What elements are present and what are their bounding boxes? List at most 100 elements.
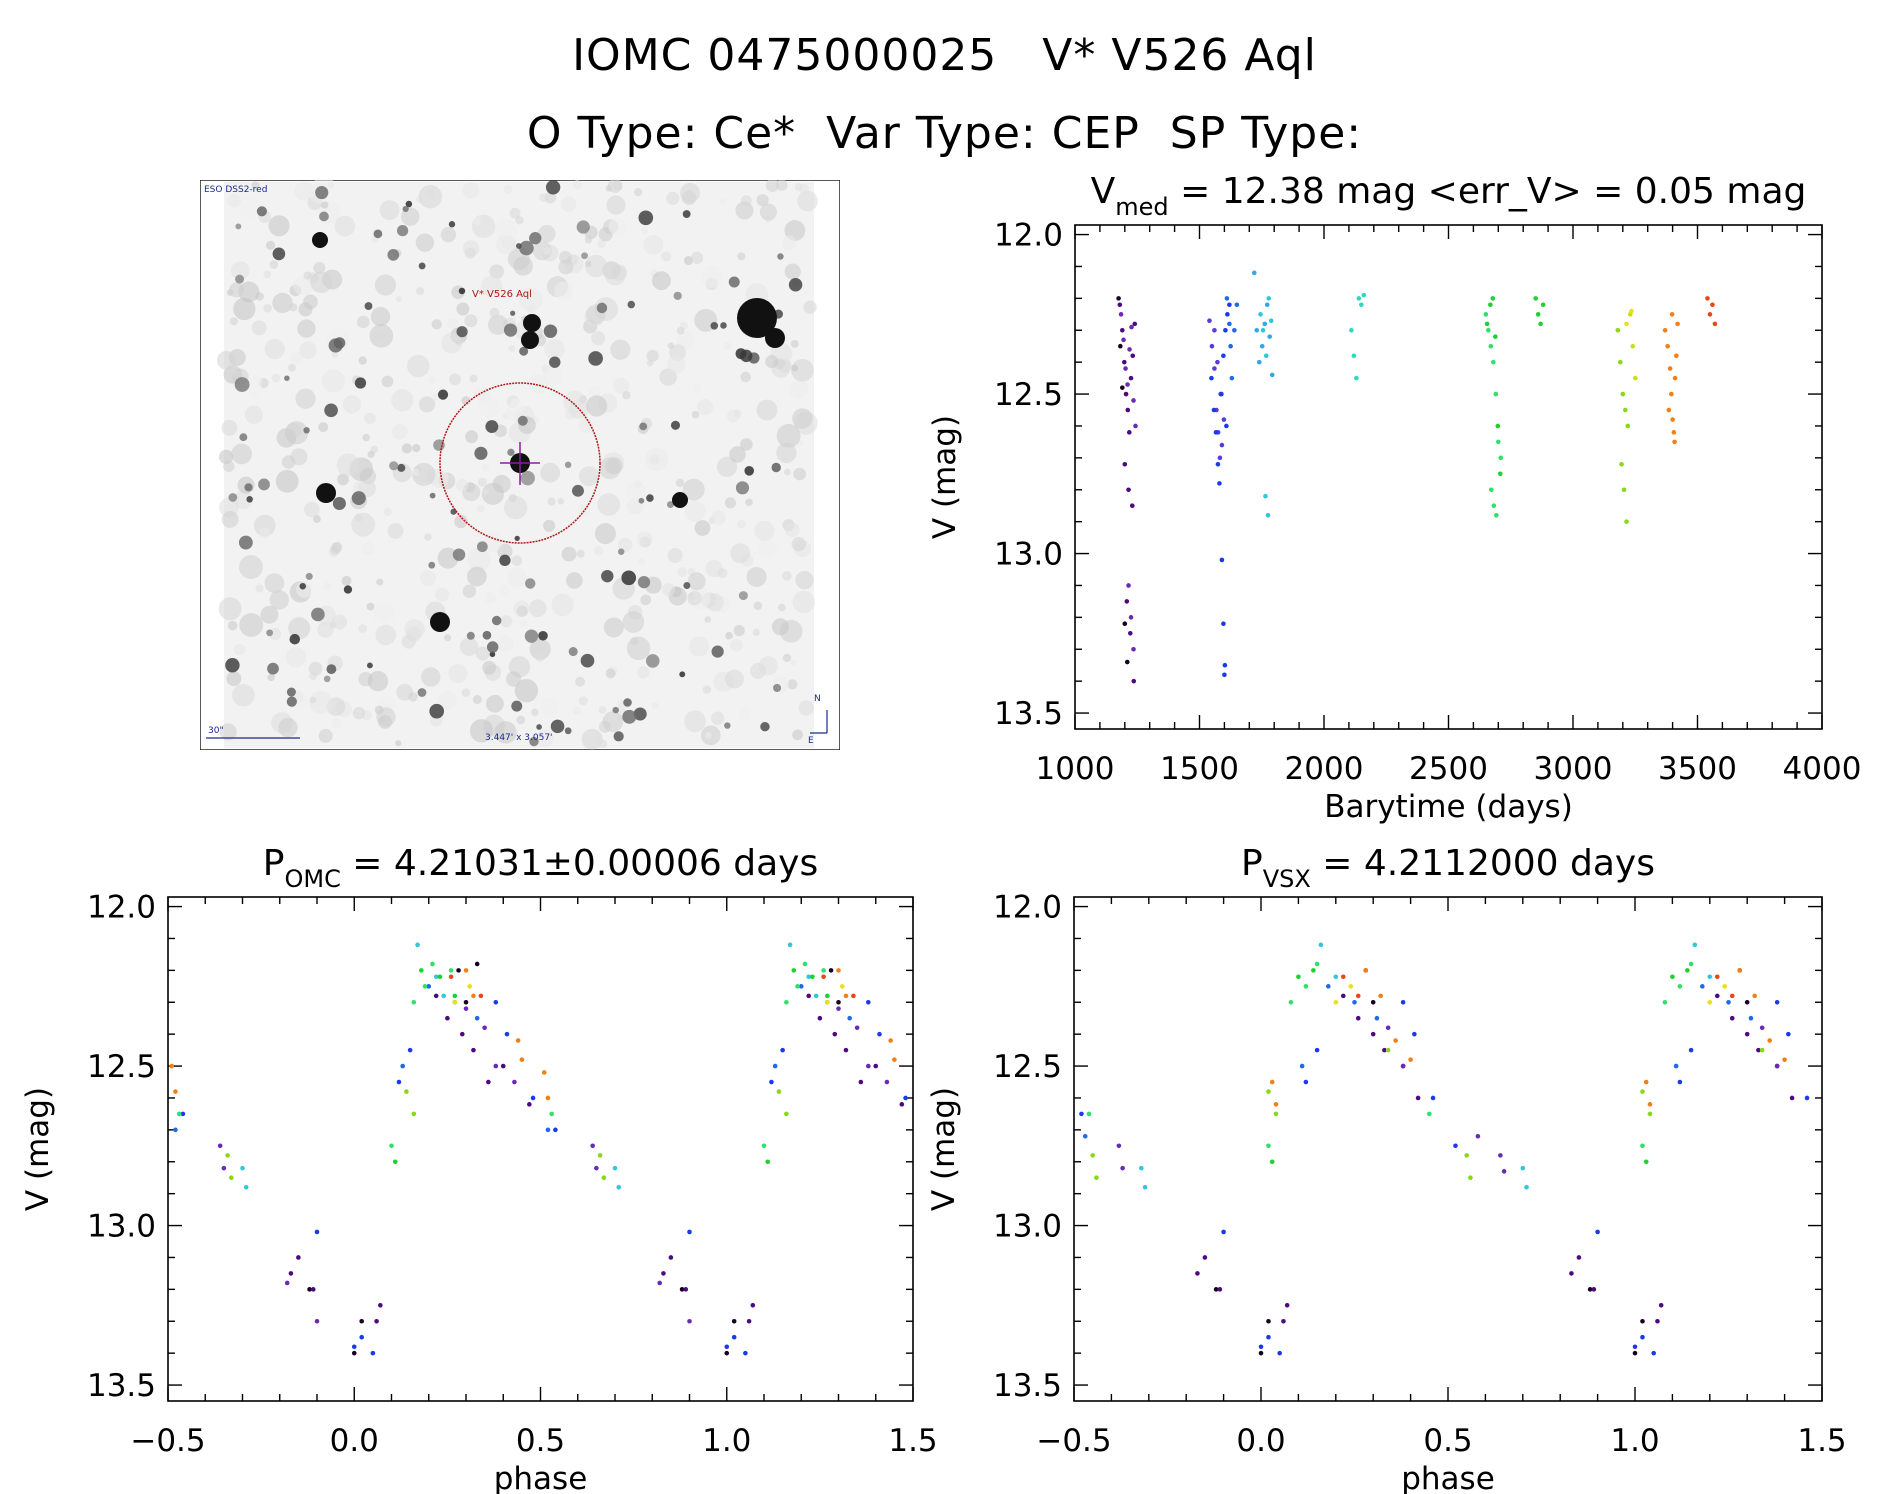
bright-star bbox=[430, 612, 450, 632]
data-point bbox=[731, 1318, 737, 1324]
data-point bbox=[1223, 327, 1228, 333]
data-point bbox=[493, 1063, 499, 1069]
background-star bbox=[754, 520, 775, 541]
background-star bbox=[798, 700, 814, 716]
background-star bbox=[233, 370, 242, 379]
field-star bbox=[645, 654, 660, 668]
background-star bbox=[272, 292, 293, 314]
data-point bbox=[1712, 321, 1718, 327]
field-star bbox=[333, 337, 346, 349]
data-point bbox=[888, 1038, 893, 1043]
data-point bbox=[1269, 1159, 1275, 1165]
background-star bbox=[544, 191, 557, 204]
data-point bbox=[1629, 308, 1634, 314]
data-point bbox=[821, 968, 826, 973]
background-star bbox=[694, 520, 711, 536]
chart-title: Vmed = 12.38 mag <err_V> = 0.05 mag bbox=[1091, 171, 1807, 221]
data-point bbox=[478, 993, 484, 999]
field-size-label: 3.447' x 3.057' bbox=[485, 733, 553, 743]
data-point bbox=[836, 1006, 841, 1011]
data-point bbox=[1400, 1063, 1406, 1069]
background-star bbox=[716, 456, 738, 478]
data-point bbox=[1213, 1287, 1219, 1292]
data-point bbox=[1729, 1015, 1735, 1021]
data-point bbox=[1615, 327, 1621, 333]
data-point bbox=[1131, 398, 1136, 403]
field-star bbox=[235, 223, 242, 230]
data-point bbox=[1361, 292, 1367, 298]
background-star bbox=[418, 396, 436, 413]
data-point bbox=[1670, 974, 1675, 980]
y-tick-label: 13.5 bbox=[994, 696, 1063, 732]
background-star bbox=[511, 555, 523, 566]
data-point bbox=[452, 999, 458, 1005]
background-star bbox=[472, 695, 482, 705]
background-star bbox=[787, 679, 798, 690]
y-tick-label: 13.5 bbox=[993, 1368, 1062, 1404]
background-star bbox=[529, 638, 551, 660]
x-axis-label: phase bbox=[494, 1461, 588, 1494]
field-star bbox=[679, 671, 686, 678]
field-star bbox=[623, 698, 632, 707]
background-star bbox=[373, 602, 395, 625]
data-point bbox=[1430, 1095, 1436, 1101]
background-star bbox=[752, 628, 760, 637]
data-point bbox=[474, 1015, 480, 1021]
field-star bbox=[489, 651, 496, 658]
data-point bbox=[616, 1184, 622, 1190]
background-star bbox=[509, 398, 525, 414]
data-point bbox=[1744, 1031, 1750, 1037]
background-star bbox=[518, 287, 543, 312]
field-star bbox=[266, 629, 274, 637]
background-star bbox=[487, 314, 508, 335]
background-star bbox=[733, 624, 745, 637]
field-star bbox=[682, 210, 691, 218]
background-star bbox=[230, 261, 250, 280]
data-point bbox=[448, 968, 454, 973]
data-point bbox=[430, 961, 435, 967]
data-point bbox=[549, 1111, 554, 1117]
data-point bbox=[474, 961, 480, 967]
data-point bbox=[1493, 334, 1498, 339]
data-point bbox=[519, 1057, 525, 1062]
field-star bbox=[311, 607, 325, 622]
data-point bbox=[813, 993, 819, 999]
data-point bbox=[1707, 974, 1713, 980]
background-star bbox=[602, 711, 624, 732]
data-point bbox=[1625, 423, 1631, 429]
background-star bbox=[584, 235, 593, 244]
data-point bbox=[1273, 1111, 1279, 1117]
background-star bbox=[791, 364, 799, 372]
data-point bbox=[1651, 1350, 1656, 1356]
data-point bbox=[456, 968, 461, 973]
background-star bbox=[223, 460, 235, 473]
background-star bbox=[469, 374, 478, 383]
data-point bbox=[810, 974, 815, 980]
background-star bbox=[416, 287, 425, 296]
background-star bbox=[367, 450, 375, 459]
background-star bbox=[531, 708, 539, 716]
field-star bbox=[332, 496, 346, 511]
data-point bbox=[1632, 1344, 1638, 1350]
data-point bbox=[359, 1334, 365, 1340]
field-star bbox=[646, 494, 654, 502]
field-star bbox=[536, 724, 542, 730]
background-star bbox=[729, 638, 743, 652]
data-point bbox=[1217, 455, 1223, 461]
field-star bbox=[239, 433, 248, 442]
data-point bbox=[530, 1095, 536, 1101]
background-star bbox=[765, 355, 779, 369]
data-point bbox=[411, 1111, 417, 1117]
background-star bbox=[792, 408, 813, 429]
background-star bbox=[765, 180, 780, 193]
background-star bbox=[440, 226, 457, 243]
background-star bbox=[275, 469, 299, 493]
x-tick-label: 0.0 bbox=[1236, 1423, 1285, 1459]
field-star bbox=[510, 310, 516, 316]
background-star bbox=[680, 182, 700, 203]
background-star bbox=[233, 643, 246, 656]
x-tick-label: 1000 bbox=[1036, 751, 1115, 787]
background-star bbox=[332, 614, 348, 630]
data-point bbox=[1211, 407, 1217, 413]
data-point bbox=[1497, 471, 1503, 477]
